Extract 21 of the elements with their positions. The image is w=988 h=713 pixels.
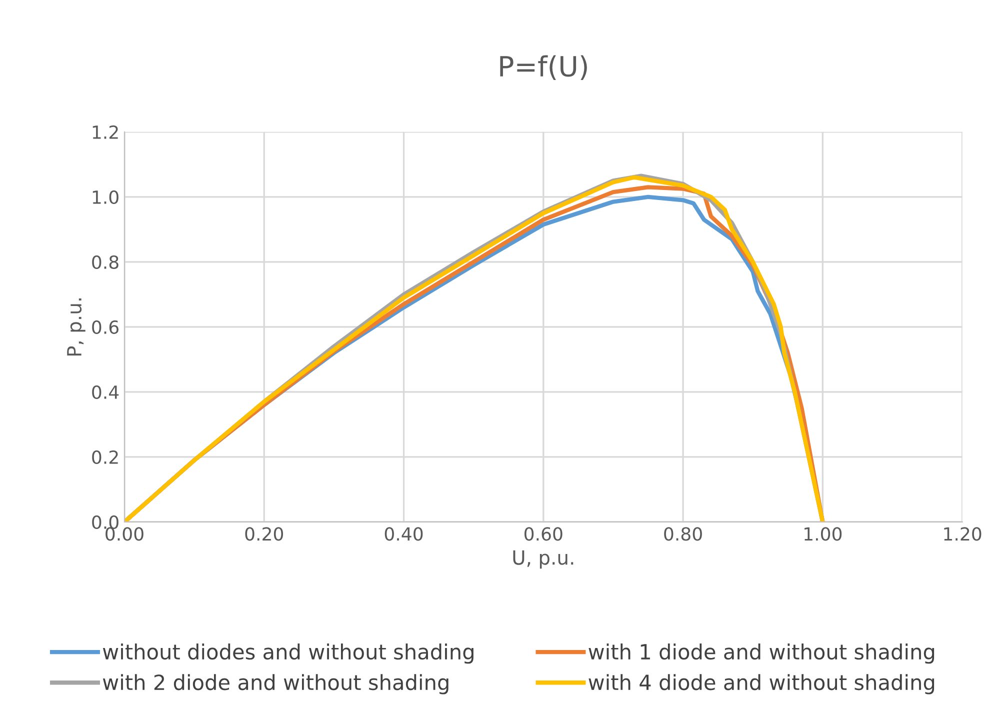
y-tick-label: 1.0 xyxy=(92,190,118,204)
y-tick-label: 1.2 xyxy=(92,125,118,139)
x-tick-label: 0.60 xyxy=(524,527,562,541)
y-tick-label: 0.8 xyxy=(92,255,118,270)
x-tick-label: 0.00 xyxy=(106,527,144,541)
x-axis-title: U, p.u. xyxy=(513,550,574,569)
x-tick-label: 0.80 xyxy=(664,527,702,541)
x-tick-label: 0.40 xyxy=(384,527,423,541)
chart-title: P=f(U) xyxy=(500,55,587,80)
legend-label: with 4 diode and without shading xyxy=(588,674,934,694)
y-tick-label: 0.4 xyxy=(92,385,119,400)
x-tick-label: 1.00 xyxy=(804,527,842,541)
x-tick-label: 0.20 xyxy=(245,527,284,541)
y-tick-label: 0.2 xyxy=(92,450,118,464)
x-tick-label: 1.20 xyxy=(944,527,982,541)
legend-label: with 1 diode and without shading xyxy=(588,644,934,664)
y-axis-title: P, p.u. xyxy=(67,298,86,356)
y-tick-label: 0.0 xyxy=(92,515,118,530)
y-tick-label: 0.6 xyxy=(92,320,118,334)
legend-label: with 2 diode and without shading xyxy=(102,674,448,694)
legend-label: without diodes and without shading xyxy=(102,644,474,664)
